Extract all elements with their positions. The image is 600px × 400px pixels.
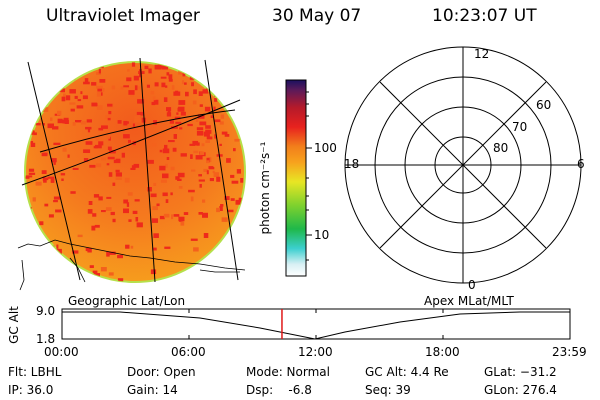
colorbar-tick-100: 100 bbox=[314, 141, 337, 155]
mlt-label-6: 6 bbox=[577, 157, 585, 171]
gc-alt-info: GC Alt: 4.4 Re bbox=[365, 365, 449, 379]
track-ytick-top: 9.0 bbox=[36, 304, 56, 318]
lat-label-70: 70 bbox=[512, 120, 528, 134]
door-info: Door: Open bbox=[127, 365, 196, 379]
mlt-label-0: 0 bbox=[468, 278, 476, 292]
mode-info: Mode: Normal bbox=[246, 365, 330, 379]
coastline bbox=[17, 239, 246, 291]
mlt-label-12: 12 bbox=[474, 47, 490, 61]
filter-info: Flt: LBHL bbox=[8, 365, 62, 379]
earth-disk-image bbox=[24, 61, 246, 283]
gain-info: Gain: 14 bbox=[127, 383, 178, 397]
track-xtick-3: 18:00 bbox=[425, 345, 460, 359]
track-xtick-2: 12:00 bbox=[298, 345, 333, 359]
orbit-track-plot bbox=[61, 308, 571, 340]
track-left-label: Geographic Lat/Lon bbox=[68, 294, 186, 308]
track-xtick-1: 06:00 bbox=[171, 345, 206, 359]
colorbar-unit-label: photon cm⁻²s⁻¹ bbox=[258, 141, 272, 235]
track-ytick-bottom: 1.8 bbox=[36, 332, 56, 346]
seq-info: Seq: 39 bbox=[365, 383, 411, 397]
track-axis-label: GC Alt bbox=[7, 306, 21, 344]
mlt-label-18: 18 bbox=[344, 157, 360, 171]
dsp-info: Dsp: -6.8 bbox=[246, 383, 312, 397]
track-right-label: Apex MLat/MLT bbox=[424, 294, 514, 308]
geographic-grid bbox=[21, 57, 241, 283]
ip-info: IP: 36.0 bbox=[8, 383, 54, 397]
lat-label-60: 60 bbox=[536, 98, 552, 112]
time-label: 10:23:07 UT bbox=[432, 6, 537, 26]
glon-info: GLon: 276.4 bbox=[484, 383, 557, 397]
colorbar bbox=[285, 79, 312, 277]
glat-info: GLat: −31.2 bbox=[484, 365, 557, 379]
track-xtick-4: 23:59 bbox=[552, 345, 587, 359]
colorbar-tick-10: 10 bbox=[314, 228, 330, 242]
polar-grid bbox=[344, 46, 582, 284]
instrument-title: Ultraviolet Imager bbox=[46, 6, 200, 26]
lat-label-80: 80 bbox=[493, 141, 509, 155]
date-label: 30 May 07 bbox=[272, 6, 362, 26]
track-xtick-0: 00:00 bbox=[44, 345, 79, 359]
